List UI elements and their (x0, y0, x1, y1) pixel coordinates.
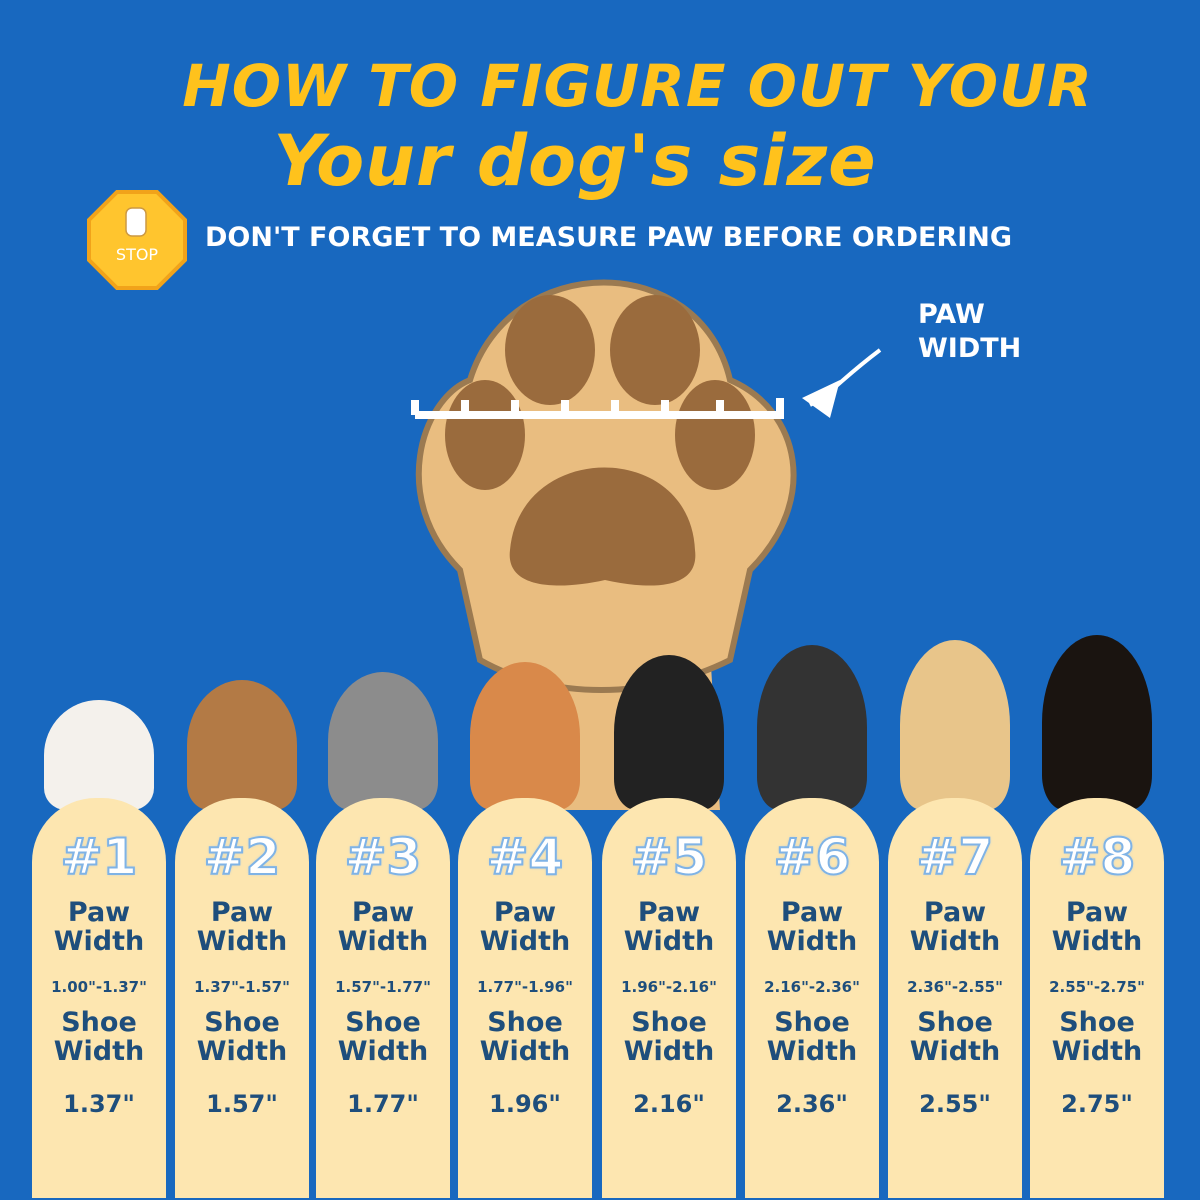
paw-width-label: Paw Width (766, 897, 858, 957)
size-card: #5 Paw Width 1.96"-2.16" Shoe Width 2.16" (602, 798, 736, 1198)
size-number: #3 (344, 827, 423, 887)
size-number: #6 (773, 827, 852, 887)
size-card: #8 Paw Width 2.55"-2.75" Shoe Width 2.75" (1030, 798, 1164, 1198)
paw-width-label: Paw Width (909, 897, 1001, 957)
paw-width-range: 1.77"-1.96" (477, 978, 573, 996)
dog-photo (614, 655, 724, 810)
paw-width-label: PAW WIDTH (918, 298, 1021, 366)
label-line: PAW (918, 299, 985, 330)
paw-width-range: 1.96"-2.16" (621, 978, 717, 996)
paw-width-range: 1.37"-1.57" (194, 978, 290, 996)
title: Your dog's size (273, 120, 877, 202)
dog-photo (44, 700, 154, 810)
shoe-width-value: 1.37" (63, 1090, 135, 1118)
size-number: #5 (630, 827, 709, 887)
stop-label: STOP (116, 245, 159, 264)
shoe-width-label: Shoe Width (337, 1007, 429, 1067)
size-card: #3 Paw Width 1.57"-1.77" Shoe Width 1.77" (316, 798, 450, 1198)
shoe-width-value: 2.16" (633, 1090, 705, 1118)
size-number: #8 (1058, 827, 1137, 887)
shoe-width-label: Shoe Width (479, 1007, 571, 1067)
paw-width-label: Paw Width (196, 897, 288, 957)
size-number: #7 (916, 827, 995, 887)
size-card: #7 Paw Width 2.36"-2.55" Shoe Width 2.55" (888, 798, 1022, 1198)
label-line: WIDTH (918, 333, 1022, 364)
paw-width-label: Paw Width (479, 897, 571, 957)
paw-width-range: 2.55"-2.75" (1049, 978, 1145, 996)
paw-width-label: Paw Width (53, 897, 145, 957)
shoe-width-value: 1.77" (347, 1090, 419, 1118)
paw-width-range: 1.57"-1.77" (335, 978, 431, 996)
paw-width-label: Paw Width (337, 897, 429, 957)
paw-width-range: 2.36"-2.55" (907, 978, 1003, 996)
size-number: #4 (486, 827, 565, 887)
shoe-width-label: Shoe Width (623, 1007, 715, 1067)
shoe-width-label: Shoe Width (909, 1007, 1001, 1067)
size-number: #1 (60, 827, 139, 887)
subtitle: DON'T FORGET TO MEASURE PAW BEFORE ORDER… (205, 222, 1013, 253)
dog-photo (328, 672, 438, 810)
shoe-width-label: Shoe Width (53, 1007, 145, 1067)
shoe-width-value: 2.36" (776, 1090, 848, 1118)
dog-photo (187, 680, 297, 810)
dog-photo (757, 645, 867, 810)
paw-width-range: 2.16"-2.36" (764, 978, 860, 996)
title: HOW TO FIGURE OUT YOUR (182, 52, 1093, 120)
dog-photo (1042, 635, 1152, 810)
size-card: #2 Paw Width 1.37"-1.57" Shoe Width 1.57" (175, 798, 309, 1198)
shoe-width-label: Shoe Width (766, 1007, 858, 1067)
dog-photo (900, 640, 1010, 810)
size-number: #2 (203, 827, 282, 887)
paw-width-label: Paw Width (623, 897, 715, 957)
size-card: #6 Paw Width 2.16"-2.36" Shoe Width 2.36" (745, 798, 879, 1198)
shoe-width-value: 2.55" (919, 1090, 991, 1118)
size-card: #4 Paw Width 1.77"-1.96" Shoe Width 1.96" (458, 798, 592, 1198)
stop-icon: STOP (87, 190, 187, 290)
shoe-width-value: 1.96" (489, 1090, 561, 1118)
size-card: #1 Paw Width 1.00"-1.37" Shoe Width 1.37" (32, 798, 166, 1198)
paw-width-range: 1.00"-1.37" (51, 978, 147, 996)
shoe-width-label: Shoe Width (196, 1007, 288, 1067)
shoe-width-value: 1.57" (206, 1090, 278, 1118)
dog-photo (470, 662, 580, 810)
shoe-width-label: Shoe Width (1051, 1007, 1143, 1067)
paw-width-label: Paw Width (1051, 897, 1143, 957)
shoe-width-value: 2.75" (1061, 1090, 1133, 1118)
